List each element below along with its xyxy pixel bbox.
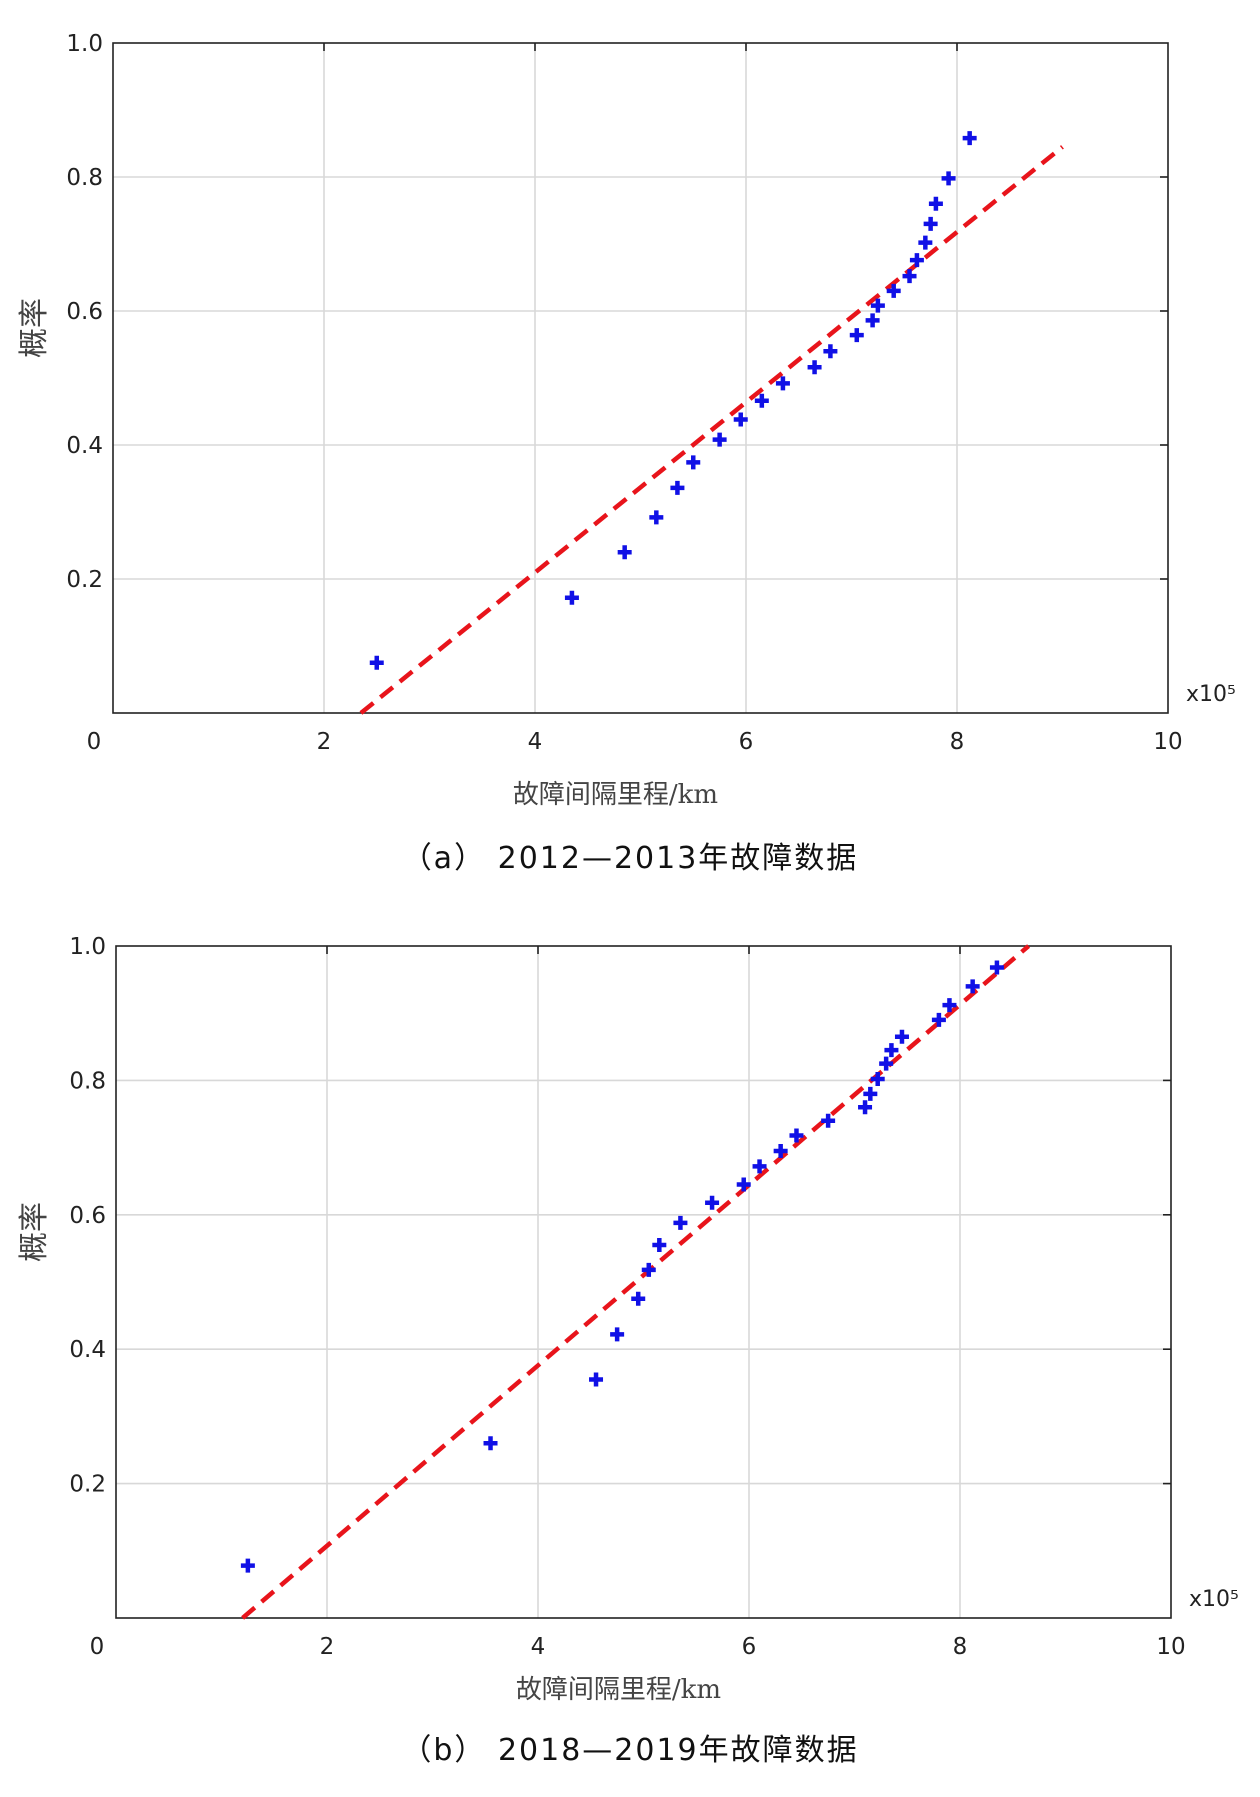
y-tick-label: 0.2 bbox=[66, 567, 103, 593]
data-point bbox=[941, 171, 956, 186]
data-point bbox=[789, 1128, 804, 1143]
data-point bbox=[886, 283, 901, 298]
y-tick-label: 1.0 bbox=[69, 934, 106, 960]
data-point bbox=[631, 1291, 646, 1306]
data-point bbox=[649, 510, 664, 525]
caption-b: （b） 2018—2019年故障数据 bbox=[401, 1733, 858, 1768]
y-axis-label-b: 概率 bbox=[17, 1202, 52, 1262]
grid-a bbox=[113, 43, 1168, 713]
x-tick-label: 2 bbox=[320, 1634, 335, 1660]
x-multiplier-a: x10⁵ bbox=[1186, 682, 1236, 707]
x-tick-label: 8 bbox=[953, 1634, 968, 1660]
data-point bbox=[823, 344, 838, 359]
x-tick-labels-b: 0 2 4 6 8 10 bbox=[90, 1634, 1186, 1660]
ticks-a bbox=[323, 43, 1168, 580]
data-point bbox=[965, 979, 980, 994]
data-point bbox=[712, 432, 727, 447]
data-point bbox=[962, 131, 977, 146]
data-point bbox=[686, 455, 701, 470]
y-tick-label: 0.4 bbox=[69, 1337, 106, 1363]
x-tick-label: 8 bbox=[950, 729, 965, 755]
x-tick-label: 6 bbox=[739, 729, 754, 755]
y-tick-label: 0.6 bbox=[69, 1203, 106, 1229]
data-point bbox=[617, 545, 632, 560]
x-tick-label: 6 bbox=[742, 1634, 757, 1660]
data-point bbox=[894, 1029, 909, 1044]
y-tick-label: 0.4 bbox=[66, 433, 103, 459]
x-tick-label: 0 bbox=[87, 729, 102, 755]
data-point bbox=[909, 253, 924, 268]
data-point bbox=[870, 298, 885, 313]
data-point bbox=[610, 1327, 625, 1342]
plot-frame-b bbox=[115, 945, 1172, 1619]
data-point bbox=[858, 1100, 873, 1115]
data-point bbox=[641, 1262, 656, 1277]
x-tick-label: 0 bbox=[90, 1634, 105, 1660]
data-point bbox=[775, 376, 790, 391]
data-point bbox=[923, 216, 938, 231]
data-point bbox=[483, 1436, 498, 1451]
data-point bbox=[564, 590, 579, 605]
fit-line-a bbox=[359, 145, 1064, 715]
x-multiplier-b: x10⁵ bbox=[1189, 1587, 1239, 1612]
data-point bbox=[989, 960, 1004, 975]
fit-line-b bbox=[241, 944, 1031, 1620]
y-tick-label: 0.8 bbox=[66, 165, 103, 191]
data-point bbox=[942, 998, 957, 1013]
data-point bbox=[902, 269, 917, 284]
data-point bbox=[865, 313, 880, 328]
data-point bbox=[705, 1195, 720, 1210]
data-point bbox=[931, 1012, 946, 1027]
data-point bbox=[736, 1177, 751, 1192]
x-axis-label-b: 故障间隔里程/km bbox=[516, 1675, 721, 1705]
data-point bbox=[773, 1143, 788, 1158]
y-tick-label: 0.2 bbox=[69, 1472, 106, 1498]
data-points-b bbox=[240, 960, 1004, 1573]
data-point bbox=[870, 1072, 885, 1087]
y-tick-labels-b: 0.2 0.4 0.6 0.8 1.0 bbox=[69, 934, 106, 1498]
data-point bbox=[240, 1558, 255, 1573]
chart-a: 0 2 4 6 8 10 0.2 0.4 0.6 0.8 1.0 x10⁵ 故障间隔里程/km 概… bbox=[17, 31, 1236, 876]
data-point bbox=[652, 1238, 667, 1253]
y-tick-labels-a: 0.2 0.4 0.6 0.8 1.0 bbox=[66, 31, 103, 593]
data-point bbox=[369, 655, 384, 670]
x-tick-label: 4 bbox=[528, 729, 543, 755]
y-tick-label: 1.0 bbox=[66, 31, 103, 57]
x-tick-label: 4 bbox=[531, 1634, 546, 1660]
data-point bbox=[821, 1113, 836, 1128]
data-point bbox=[928, 196, 943, 211]
data-point bbox=[673, 1215, 688, 1230]
data-point bbox=[879, 1056, 894, 1071]
data-point bbox=[670, 480, 685, 495]
x-tick-label: 2 bbox=[317, 729, 332, 755]
data-point bbox=[733, 412, 748, 427]
x-axis-label-a: 故障间隔里程/km bbox=[513, 780, 718, 810]
x-tick-labels-a: 0 2 4 6 8 10 bbox=[87, 729, 1183, 755]
data-point bbox=[849, 328, 864, 343]
data-point bbox=[752, 1159, 767, 1174]
data-point bbox=[754, 393, 769, 408]
data-point bbox=[863, 1086, 878, 1101]
y-tick-label: 0.6 bbox=[66, 299, 103, 325]
data-point bbox=[807, 360, 822, 375]
chart-b: 0 2 4 6 8 10 0.2 0.4 0.6 0.8 1.0 x10⁵ 故障间隔里程/km 概… bbox=[17, 934, 1239, 1768]
caption-a: （a） 2012—2013年故障数据 bbox=[402, 841, 859, 876]
grid-b bbox=[116, 946, 1171, 1618]
data-point bbox=[918, 235, 933, 250]
y-axis-label-a: 概率 bbox=[17, 298, 52, 358]
x-tick-label: 10 bbox=[1153, 729, 1182, 755]
data-point bbox=[589, 1372, 604, 1387]
ticks-b bbox=[326, 946, 1171, 1485]
x-tick-label: 10 bbox=[1156, 1634, 1185, 1660]
data-point bbox=[884, 1043, 899, 1058]
data-points-a bbox=[369, 131, 977, 670]
plot-frame-a bbox=[112, 42, 1169, 714]
y-tick-label: 0.8 bbox=[69, 1068, 106, 1094]
